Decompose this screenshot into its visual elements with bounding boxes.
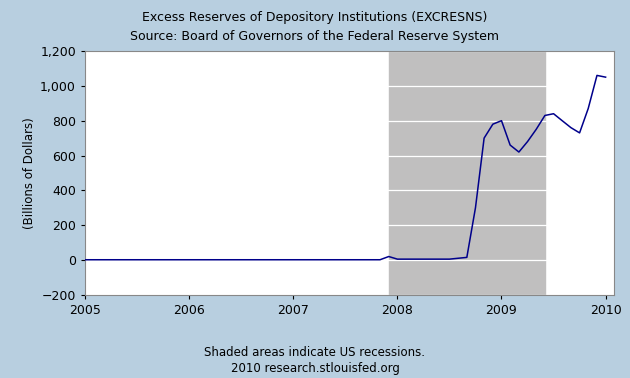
Y-axis label: (Billions of Dollars): (Billions of Dollars) <box>23 117 36 229</box>
Text: 2010 research.stlouisfed.org: 2010 research.stlouisfed.org <box>231 362 399 375</box>
Text: Excess Reserves of Depository Institutions (EXCRESNS): Excess Reserves of Depository Institutio… <box>142 11 488 24</box>
Bar <box>389 51 545 295</box>
Text: Shaded areas indicate US recessions.: Shaded areas indicate US recessions. <box>205 346 425 359</box>
Text: Source: Board of Governors of the Federal Reserve System: Source: Board of Governors of the Federa… <box>130 30 500 43</box>
